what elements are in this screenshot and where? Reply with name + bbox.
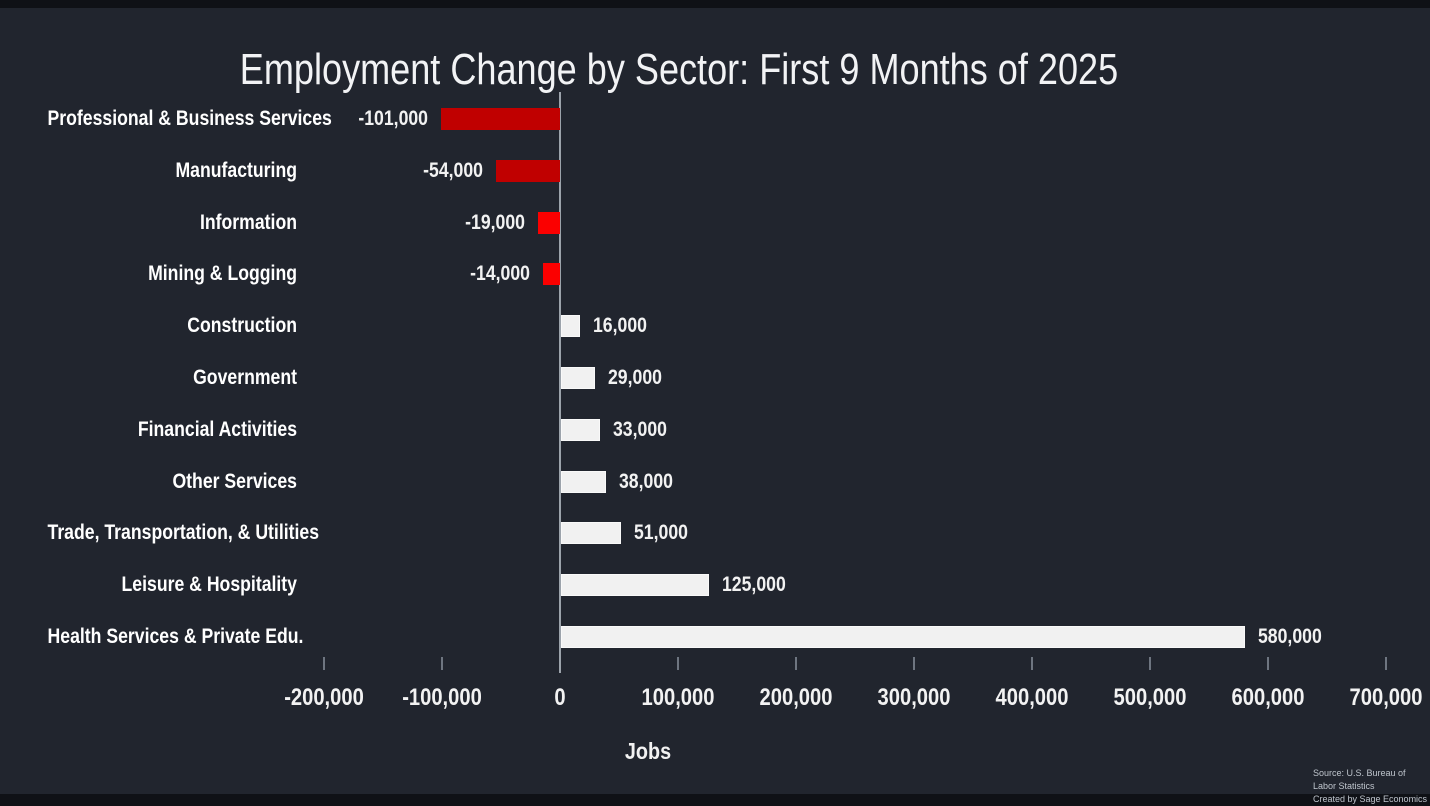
x-axis-label: Jobs — [624, 738, 672, 764]
value-label: 580,000 — [1258, 625, 1323, 648]
x-tick-label: 0 — [554, 684, 566, 711]
category-label: Leisure & Hospitality — [121, 573, 297, 597]
x-tick-label: -100,000 — [402, 684, 482, 711]
value-label: -19,000 — [464, 210, 525, 234]
bar — [561, 522, 622, 545]
slide-background — [0, 8, 1430, 794]
value-label: 125,000 — [721, 573, 786, 597]
chart-title: Employment Change by Sector: First 9 Mon… — [239, 45, 1119, 95]
bar — [496, 159, 560, 182]
category-label: Manufacturing — [175, 158, 297, 182]
category-label: Government — [193, 366, 297, 389]
bar — [561, 418, 600, 441]
bar — [561, 367, 596, 389]
x-tick-label: 600,000 — [1231, 684, 1305, 711]
bar — [543, 263, 560, 286]
x-tick-label: 400,000 — [995, 684, 1069, 711]
category-label: Other Services — [172, 469, 297, 493]
bar — [537, 211, 560, 234]
bar — [561, 626, 1246, 648]
value-label: -101,000 — [358, 107, 428, 130]
source-line: Source: U.S. Bureau of Labor Statistics — [1313, 768, 1406, 791]
category-label: Mining & Logging — [148, 262, 297, 286]
x-tick — [1149, 657, 1151, 670]
bar — [561, 315, 580, 338]
x-tick-label: 300,000 — [877, 684, 951, 711]
category-label: Health Services & Private Edu. — [47, 625, 304, 648]
category-label: Trade, Transportation, & Utilities — [47, 521, 320, 545]
x-tick — [1031, 657, 1033, 670]
bar — [440, 108, 560, 130]
x-tick — [913, 657, 915, 670]
x-tick — [1385, 657, 1387, 670]
x-tick — [795, 657, 797, 670]
category-label: Construction — [187, 314, 297, 338]
zero-axis-line — [559, 92, 561, 673]
value-label: 51,000 — [634, 521, 689, 545]
x-tick — [677, 657, 679, 670]
x-tick-label: 200,000 — [759, 684, 833, 711]
credit-line: Created by Sage Economics — [1313, 794, 1428, 804]
value-label: 16,000 — [592, 314, 647, 338]
source-credit: Source: U.S. Bureau of Labor Statistics … — [1313, 767, 1430, 806]
value-label: 38,000 — [618, 469, 673, 493]
x-tick — [1267, 657, 1269, 670]
value-label: -54,000 — [423, 158, 484, 182]
category-label: Financial Activities — [137, 417, 297, 441]
x-tick — [441, 657, 443, 670]
category-label: Information — [199, 210, 297, 234]
x-tick-label: 700,000 — [1349, 684, 1423, 711]
x-tick — [323, 657, 325, 670]
value-label: 29,000 — [608, 366, 663, 389]
value-label: -14,000 — [470, 262, 531, 286]
x-tick-label: 100,000 — [641, 684, 715, 711]
bar — [561, 470, 606, 493]
category-label: Professional & Business Services — [47, 107, 332, 130]
x-tick-label: 500,000 — [1113, 684, 1187, 711]
value-label: 33,000 — [612, 417, 667, 441]
bar — [561, 574, 709, 597]
x-tick-label: -200,000 — [284, 684, 364, 711]
